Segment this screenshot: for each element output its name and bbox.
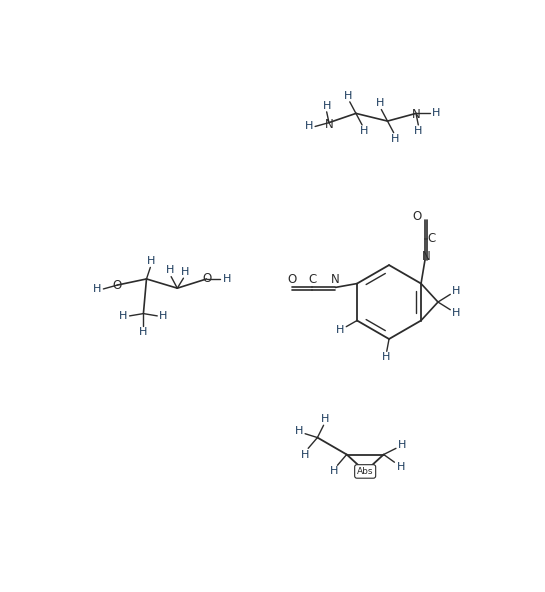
Text: H: H bbox=[396, 462, 405, 472]
Text: H: H bbox=[295, 426, 303, 436]
Text: H: H bbox=[452, 287, 461, 296]
Text: H: H bbox=[181, 267, 189, 277]
Text: O: O bbox=[113, 279, 122, 292]
Text: N: N bbox=[411, 108, 420, 121]
Text: H: H bbox=[360, 126, 368, 136]
Text: O: O bbox=[288, 274, 297, 286]
Text: Abs: Abs bbox=[357, 467, 373, 476]
Text: N: N bbox=[331, 274, 340, 286]
Text: H: H bbox=[321, 414, 329, 424]
Text: N: N bbox=[422, 250, 431, 263]
Text: H: H bbox=[147, 256, 155, 266]
Text: N: N bbox=[325, 118, 334, 131]
Text: H: H bbox=[376, 98, 384, 108]
Text: H: H bbox=[323, 101, 331, 111]
Text: H: H bbox=[165, 265, 174, 275]
Text: H: H bbox=[398, 440, 407, 451]
Text: H: H bbox=[344, 91, 353, 101]
Text: H: H bbox=[391, 134, 399, 144]
Text: O: O bbox=[202, 272, 211, 285]
Text: H: H bbox=[382, 352, 390, 362]
Text: H: H bbox=[452, 308, 461, 318]
Text: H: H bbox=[330, 466, 338, 477]
Text: H: H bbox=[301, 449, 310, 459]
Text: H: H bbox=[159, 311, 168, 321]
Text: H: H bbox=[336, 325, 344, 334]
Text: C: C bbox=[427, 233, 435, 246]
Text: H: H bbox=[414, 126, 422, 136]
Text: O: O bbox=[413, 210, 422, 223]
Text: H: H bbox=[305, 121, 313, 131]
Text: H: H bbox=[139, 327, 148, 337]
Text: H: H bbox=[119, 311, 128, 321]
Text: H: H bbox=[432, 108, 440, 118]
Text: H: H bbox=[93, 284, 101, 294]
Text: C: C bbox=[308, 274, 317, 286]
Text: H: H bbox=[222, 274, 231, 284]
